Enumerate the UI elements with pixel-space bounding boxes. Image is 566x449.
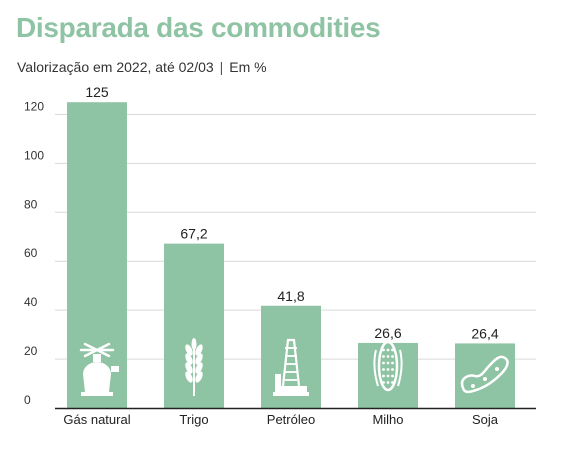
data-label: 67,2 <box>180 226 207 242</box>
chart-title: Disparada das commodities <box>16 12 381 43</box>
oil-rig-icon <box>273 338 309 396</box>
data-label: 26,6 <box>374 325 401 341</box>
y-tick-label: 20 <box>24 344 38 358</box>
data-label: 125 <box>85 84 109 100</box>
y-tick-label: 100 <box>24 148 44 162</box>
wheat-icon <box>185 338 203 396</box>
y-tick-label: 80 <box>24 197 38 211</box>
y-tick-label: 40 <box>24 295 38 309</box>
x-tick-label: Soja <box>472 412 499 427</box>
data-label: 26,4 <box>471 325 498 341</box>
bars: 125 67,2 41,8 26,6 26,4 <box>67 84 515 408</box>
gas-stove-icon <box>79 342 119 396</box>
y-tick-label: 60 <box>24 246 38 260</box>
subtitle-separator: | <box>219 59 224 75</box>
axes: Gás natural Trigo Petróleo Milho Soja <box>55 407 536 427</box>
x-tick-label: Trigo <box>179 412 208 427</box>
data-label: 41,8 <box>277 288 304 304</box>
chart-subtitle: Valorização em 2022, até 02/03 | Em % <box>17 59 267 75</box>
y-tick-label: 0 <box>24 393 31 407</box>
y-tick-label: 120 <box>24 99 44 113</box>
subtitle-unit: Em % <box>229 59 267 75</box>
soybean-icon <box>460 355 509 394</box>
x-tick-label: Milho <box>372 412 403 427</box>
x-tick-label: Gás natural <box>63 412 130 427</box>
x-tick-label: Petróleo <box>267 412 315 427</box>
bar <box>455 343 515 408</box>
corn-icon <box>373 340 403 392</box>
subtitle-period: Valorização em 2022, até 02/03 <box>17 59 214 75</box>
